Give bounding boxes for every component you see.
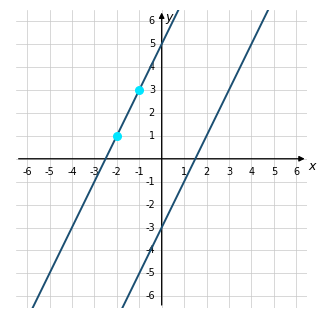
Text: -3: -3 [90, 167, 99, 177]
Text: -4: -4 [145, 246, 155, 256]
Text: 2: 2 [204, 167, 210, 177]
Text: 3: 3 [149, 85, 155, 95]
Text: 3: 3 [226, 167, 232, 177]
Text: -1: -1 [134, 167, 144, 177]
Text: -3: -3 [145, 223, 155, 233]
Text: 2: 2 [149, 108, 155, 118]
Text: -2: -2 [145, 200, 155, 210]
Text: 6: 6 [293, 167, 299, 177]
Text: -5: -5 [145, 268, 155, 278]
Text: x: x [309, 160, 316, 173]
Text: -1: -1 [145, 177, 155, 187]
Text: 5: 5 [271, 167, 277, 177]
Text: 5: 5 [149, 39, 155, 49]
Text: -5: -5 [45, 167, 55, 177]
Text: 4: 4 [248, 167, 255, 177]
Text: 4: 4 [149, 62, 155, 72]
Text: 1: 1 [149, 131, 155, 141]
Text: 6: 6 [149, 16, 155, 26]
Text: -4: -4 [67, 167, 77, 177]
Text: y: y [165, 11, 172, 24]
Text: -2: -2 [112, 167, 122, 177]
Text: -6: -6 [22, 167, 32, 177]
Text: -6: -6 [145, 291, 155, 301]
Text: 1: 1 [181, 167, 187, 177]
